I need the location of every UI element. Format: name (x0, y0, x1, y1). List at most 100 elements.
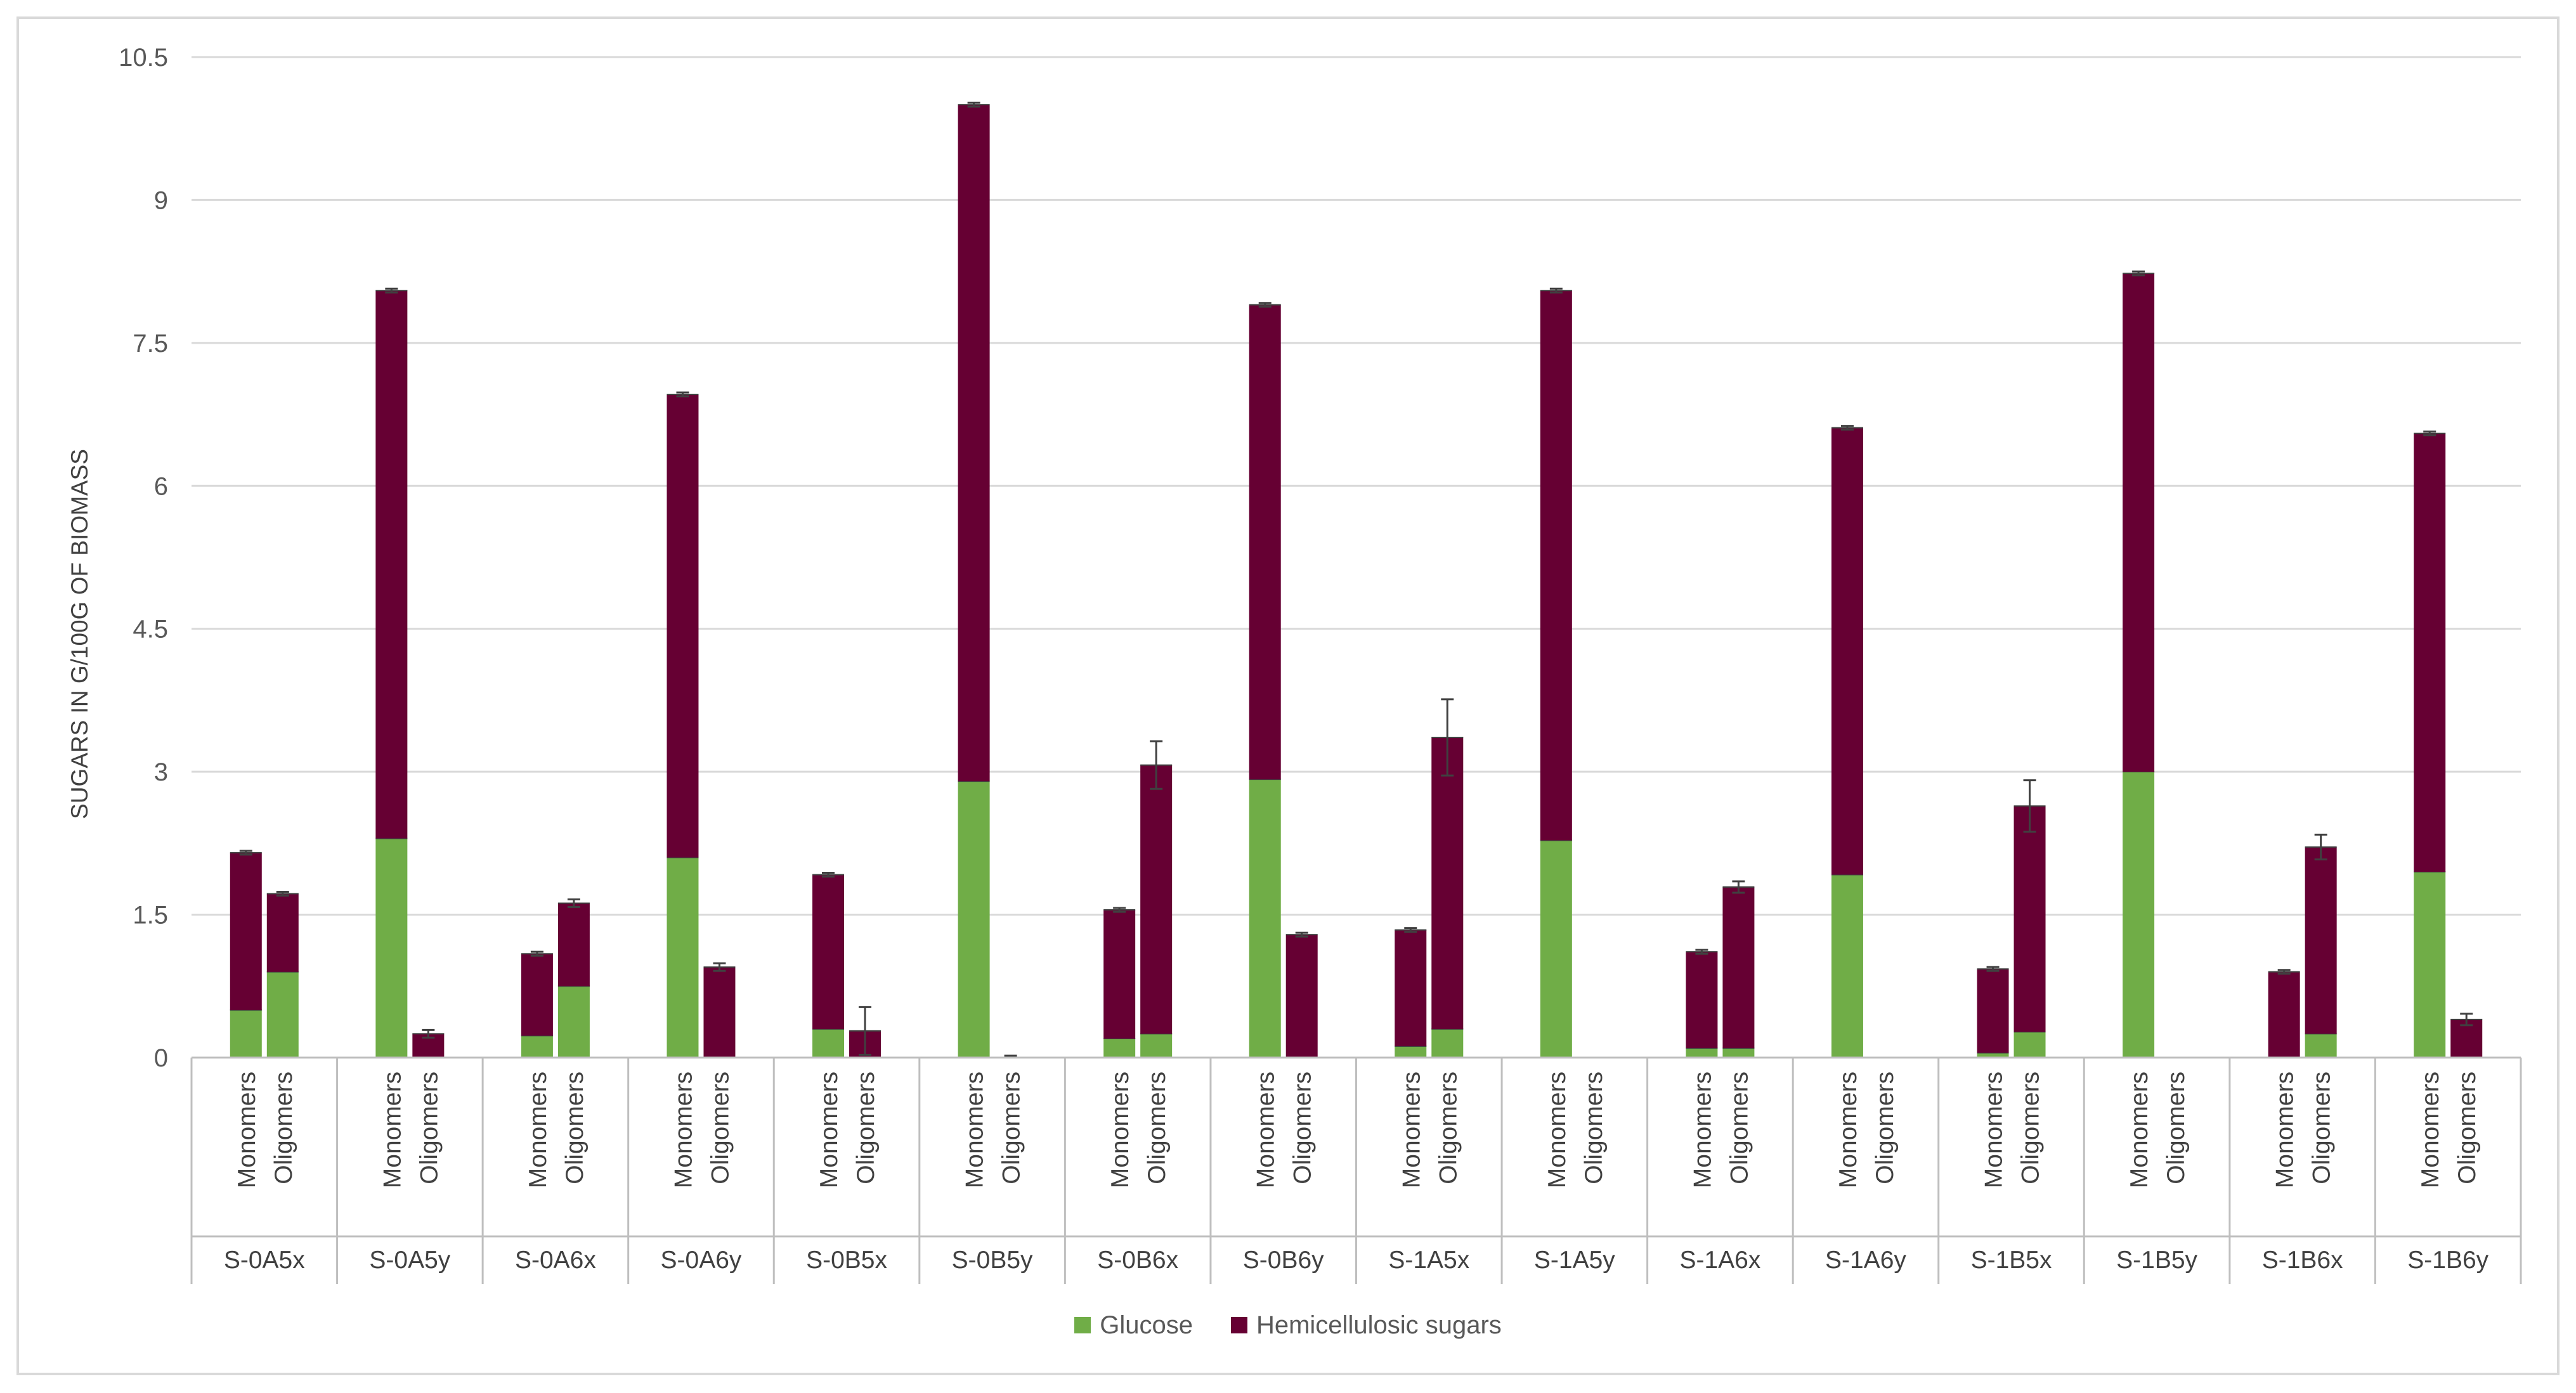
bar-hemicellulosic-s-1b6x-monomers (2268, 971, 2300, 1058)
legend-item-glucose[interactable]: Glucose (1074, 1311, 1193, 1340)
x-subcategory-label: Monomers (1835, 1072, 1862, 1188)
y-tick-label: 10.5 (119, 44, 168, 72)
bar-glucose-s-0a6y-monomers (667, 857, 699, 1058)
bar-hemicellulosic-s-0b5y-monomers (958, 105, 990, 782)
x-subcategory-label: Monomers (1544, 1072, 1571, 1188)
x-subcategory-label: Oligomers (2017, 1072, 2045, 1184)
bar-glucose-s-0b6x-oligomers (1140, 1033, 1173, 1058)
y-tick-label: 6 (154, 472, 168, 500)
bar-glucose-s-0a5x-oligomers (266, 971, 299, 1058)
legend: Glucose Hemicellulosic sugars (0, 1308, 2576, 1342)
bar-hemicellulosic-s-1b6y-monomers (2414, 433, 2446, 872)
bar-hemicellulosic-s-0a5y-monomers (375, 290, 408, 839)
bar-glucose-s-1a6x-monomers (1686, 1047, 1718, 1058)
bar-glucose-s-1a5x-oligomers (1431, 1028, 1464, 1058)
x-subcategory-label: Oligomers (852, 1072, 880, 1184)
x-group-label: S-1B5x (1971, 1247, 2052, 1274)
x-subcategory-label: Oligomers (2308, 1072, 2336, 1184)
bar-hemicellulosic-s-0b6y-oligomers (1285, 935, 1318, 1058)
bar-hemicellulosic-s-0b6y-monomers (1249, 304, 1281, 780)
x-subcategory-label: Monomers (1107, 1072, 1134, 1188)
x-subcategory-label: Monomers (670, 1072, 697, 1188)
x-subcategory-label: Monomers (2417, 1072, 2444, 1188)
bar-hemicellulosic-s-0a5x-monomers (230, 852, 262, 1010)
x-subcategory-label: Monomers (1398, 1072, 1425, 1188)
x-subcategory-label: Oligomers (1289, 1072, 1317, 1184)
x-subcategory-label: Oligomers (998, 1072, 1025, 1184)
x-subcategory-label: Oligomers (2454, 1072, 2481, 1184)
x-subcategory-label: Monomers (233, 1072, 261, 1188)
x-subcategory-label: Monomers (961, 1072, 989, 1188)
x-group-label: S-0B6x (1097, 1247, 1178, 1274)
x-subcategory-label: Oligomers (1871, 1072, 1899, 1184)
legend-label-hemicellulosic: Hemicellulosic sugars (1256, 1311, 1502, 1339)
x-subcategory-label: Oligomers (1143, 1072, 1171, 1184)
x-subcategory-label: Oligomers (2163, 1072, 2190, 1184)
y-tick-label: 4.5 (133, 616, 168, 644)
bar-glucose-s-0b5y-monomers (958, 781, 990, 1058)
bar-hemicellulosic-s-0a6y-monomers (667, 394, 699, 858)
x-group-label: S-1A5y (1534, 1247, 1615, 1274)
x-subcategory-label: Monomers (2272, 1072, 2299, 1188)
bar-glucose-s-0a5x-monomers (230, 1009, 262, 1058)
x-group-label: S-1B5y (2116, 1247, 2197, 1274)
bar-glucose-s-0a5y-monomers (375, 838, 408, 1058)
y-tick-label: 3 (154, 758, 168, 786)
bar-hemicellulosic-s-1a6x-monomers (1686, 952, 1718, 1048)
bar-hemicellulosic-s-0a5x-oligomers (266, 893, 299, 972)
bar-hemicellulosic-s-0b5x-monomers (812, 874, 845, 1029)
bar-glucose-s-0b5x-monomers (812, 1028, 845, 1058)
bar-glucose-s-0a6x-oligomers (557, 986, 590, 1058)
x-subcategory-label: Monomers (1689, 1072, 1716, 1188)
x-subcategory-label: Monomers (816, 1072, 843, 1188)
bar-glucose-s-0a6x-monomers (521, 1035, 553, 1058)
legend-label-glucose: Glucose (1100, 1311, 1193, 1339)
x-group-label: S-1A6y (1825, 1247, 1906, 1274)
bar-hemicellulosic-s-0b6x-monomers (1103, 910, 1136, 1039)
bar-glucose-s-1a5y-monomers (1540, 840, 1572, 1058)
x-group-label: S-0B5x (806, 1247, 887, 1274)
x-group-label: S-0B6y (1243, 1247, 1324, 1274)
y-tick-label: 1.5 (133, 902, 168, 930)
bar-hemicellulosic-s-1b6x-oligomers (2305, 846, 2337, 1034)
bar-glucose-s-1b6y-monomers (2414, 871, 2446, 1058)
x-group-label: S-0A6y (661, 1247, 742, 1274)
x-group-label: S-1B6y (2407, 1247, 2488, 1274)
bar-hemicellulosic-s-0b6x-oligomers (1140, 765, 1173, 1034)
x-axis: Monomers Oligomers S-0A5x Monomers Oligomers… (190, 1056, 2522, 1284)
y-axis-title: SUGARS IN G/100G OF BIOMASS (67, 449, 93, 819)
legend-item-hemicellulosic[interactable]: Hemicellulosic sugars (1230, 1311, 1502, 1340)
x-group-label: S-1A6x (1679, 1247, 1760, 1274)
y-axis-ticks: 0 1.5 3 4.5 6 7.5 9 10.5 (119, 44, 168, 1072)
x-group-label: S-0B5y (952, 1247, 1033, 1274)
bar-hemicellulosic-s-1b5x-monomers (1977, 969, 2009, 1053)
bar-glucose-s-0b6y-monomers (1249, 779, 1281, 1058)
bar-hemicellulosic-s-1b5x-oligomers (2013, 806, 2046, 1032)
x-subcategory-label: Monomers (2126, 1072, 2153, 1188)
x-group-label: S-0A5y (369, 1247, 450, 1274)
x-subcategory-label: Oligomers (415, 1072, 443, 1184)
y-tick-label: 7.5 (133, 330, 168, 358)
x-group-label: S-0A6x (515, 1247, 596, 1274)
bar-hemicellulosic-s-1a5x-oligomers (1431, 737, 1464, 1029)
gridlines (192, 56, 2521, 916)
x-subcategory-label: Oligomers (1434, 1072, 1462, 1184)
bar-hemicellulosic-s-1b5y-monomers (2123, 273, 2155, 772)
x-subcategory-label: Monomers (1252, 1072, 1280, 1188)
bar-glucose-s-1a6y-monomers (1831, 874, 1863, 1058)
x-subcategory-label: Monomers (1981, 1072, 2008, 1188)
y-tick-label: 9 (154, 186, 168, 214)
bar-hemicellulosic-s-1a6y-monomers (1831, 427, 1863, 875)
x-group-label: S-1A5x (1388, 1247, 1469, 1274)
bar-glucose-s-1a6x-oligomers (1722, 1047, 1755, 1058)
x-subcategory-label: Oligomers (561, 1072, 589, 1184)
y-tick-label: 0 (154, 1044, 168, 1072)
bar-hemicellulosic-s-0a6x-oligomers (557, 903, 590, 987)
bar-hemicellulosic-s-1a5y-monomers (1540, 290, 1572, 841)
bar-glucose-s-1a5x-monomers (1395, 1046, 1427, 1058)
x-subcategory-label: Oligomers (270, 1072, 297, 1184)
x-subcategory-label: Oligomers (1726, 1072, 1753, 1184)
bar-glucose-s-1b5x-oligomers (2013, 1032, 2046, 1058)
x-group-label: S-0A5x (224, 1247, 305, 1274)
